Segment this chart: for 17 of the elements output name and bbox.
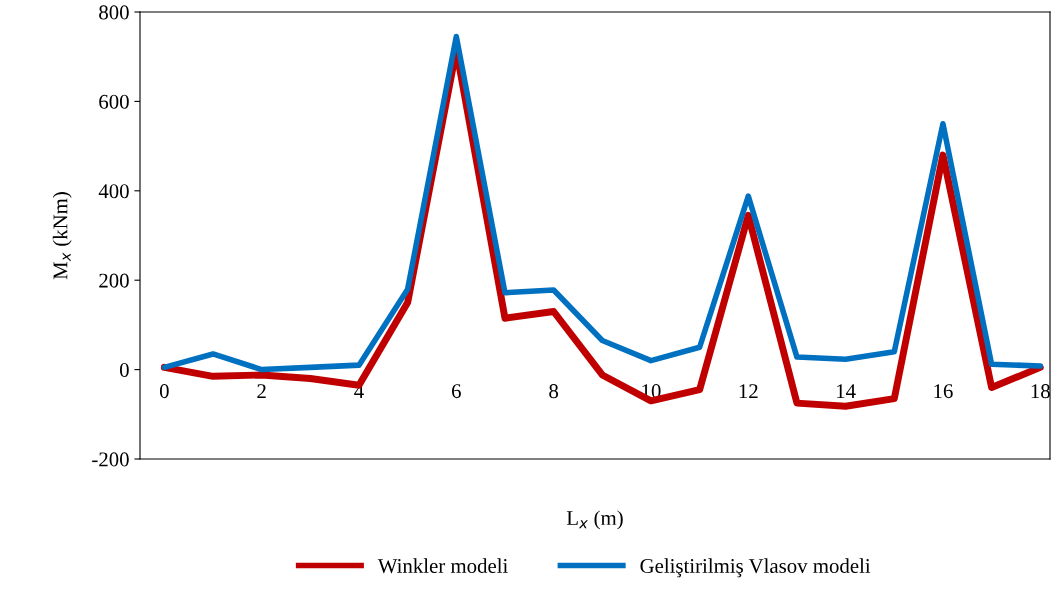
x-tick-label: 16: [934, 384, 953, 399]
y-tick-label: 600: [99, 94, 129, 109]
x-tick-label: 12: [739, 384, 758, 398]
x-tick-label: 2: [257, 384, 266, 398]
y-tick-label: 200: [99, 273, 129, 288]
y-tick-label: 0: [119, 362, 129, 378]
y-tick-label: -200: [92, 452, 129, 467]
y-tick-label: 800: [99, 5, 129, 20]
x-tick-label: 14: [837, 384, 856, 398]
y-tick-label: 400: [98, 184, 129, 199]
x-tick-label: 8: [549, 384, 559, 399]
legend-label: Winkler modeli: [377, 558, 508, 574]
x-tick-label: 0: [159, 384, 169, 399]
x-tick-label: 6: [452, 384, 461, 399]
legend-label: Geliştirilmiş Vlasov modeli: [640, 558, 871, 578]
x-axis-title: L$_{x}$ (m): [566, 510, 623, 530]
y-axis-title: M$_{x}$ (kNm): [52, 192, 72, 280]
